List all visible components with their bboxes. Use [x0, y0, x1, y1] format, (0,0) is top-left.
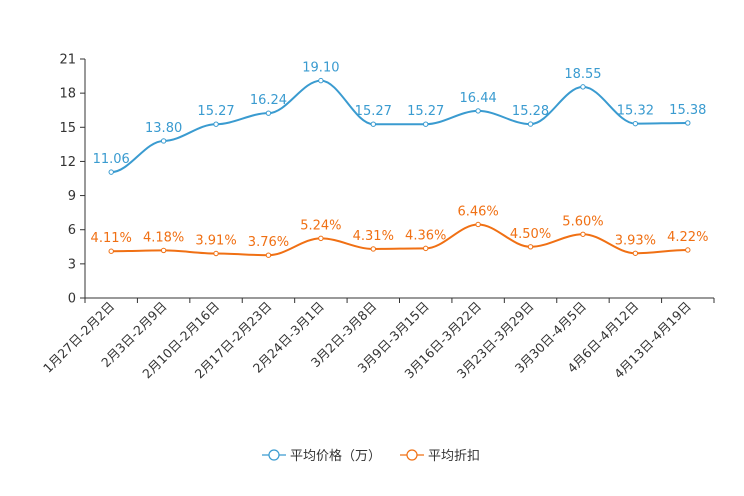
data-label: 5.60% [562, 214, 603, 229]
data-label: 4.11% [91, 231, 132, 246]
data-label: 3.93% [615, 233, 656, 248]
legend-marker [406, 449, 418, 461]
series-line [111, 223, 688, 257]
data-point [318, 235, 324, 242]
data-point [632, 250, 639, 256]
data-point [160, 138, 167, 144]
data-point [213, 250, 219, 257]
data-label: 4.22% [667, 230, 708, 245]
data-label: 15.32 [617, 104, 654, 119]
data-label: 15.28 [512, 104, 549, 119]
data-label: 5.24% [300, 218, 341, 233]
data-label: 3.76% [248, 235, 289, 250]
data-point [213, 121, 219, 127]
y-tick-label: 12 [59, 155, 76, 170]
data-point [370, 121, 376, 127]
legend-item-1: 平均价格（万） [262, 448, 381, 464]
data-label: 3.91% [195, 234, 236, 249]
data-point [423, 121, 429, 127]
legend: 平均价格（万） 平均折扣 [262, 448, 480, 464]
y-tick-label: 6 [68, 223, 76, 238]
data-label: 18.55 [564, 67, 601, 82]
data-label: 16.44 [460, 91, 497, 106]
data-point [108, 169, 114, 175]
data-point [685, 120, 691, 126]
data-label: 16.24 [250, 93, 287, 108]
data-point [632, 120, 639, 127]
data-point [475, 108, 481, 114]
data-point [475, 221, 481, 228]
data-point [527, 121, 534, 127]
legend-marker [268, 449, 280, 461]
data-label: 15.38 [669, 103, 706, 118]
y-tick-label: 18 [59, 87, 76, 102]
data-label: 4.50% [510, 227, 551, 242]
data-label: 19.10 [302, 61, 339, 76]
series-2: 4.11% 4.18% 3.91% 3.76% 5.24% 4.31% 4.36% 6.46%… [91, 204, 708, 258]
data-label: 4.36% [405, 228, 446, 243]
data-point [527, 244, 534, 250]
data-point [265, 110, 272, 116]
series-line [111, 79, 688, 174]
data-point [265, 252, 272, 258]
y-tick-label: 9 [68, 189, 76, 204]
axes: 0369121518211月27日-2月2日2月3日-2月9日2月10日-2月1… [40, 53, 715, 381]
data-label: 6.46% [457, 204, 498, 219]
legend-label: 平均价格（万） [290, 448, 381, 464]
data-point [685, 247, 691, 253]
data-label: 4.31% [353, 229, 394, 244]
series-layer: 11.06 13.80 15.27 16.24 19.10 15.27 15.27 16.44… [91, 61, 708, 258]
data-label: 4.18% [143, 230, 184, 245]
data-point [423, 245, 429, 252]
data-point [108, 248, 114, 254]
data-label: 15.27 [355, 104, 392, 119]
y-tick-label: 15 [59, 121, 76, 136]
legend-item-2: 平均折扣 [400, 449, 480, 464]
legend-label: 平均折扣 [428, 449, 480, 464]
data-point [318, 77, 324, 84]
data-label: 11.06 [93, 152, 130, 167]
data-label: 13.80 [145, 121, 182, 136]
data-point [580, 84, 586, 90]
data-label: 15.27 [407, 104, 444, 119]
y-tick-label: 21 [59, 53, 76, 68]
y-tick-label: 0 [68, 292, 76, 307]
data-point [580, 231, 586, 237]
series-1: 11.06 13.80 15.27 16.24 19.10 15.27 15.27 16.44… [93, 61, 706, 175]
y-tick-label: 3 [68, 257, 76, 272]
data-point [370, 246, 376, 252]
data-label: 15.27 [197, 104, 234, 119]
data-point [160, 247, 167, 254]
